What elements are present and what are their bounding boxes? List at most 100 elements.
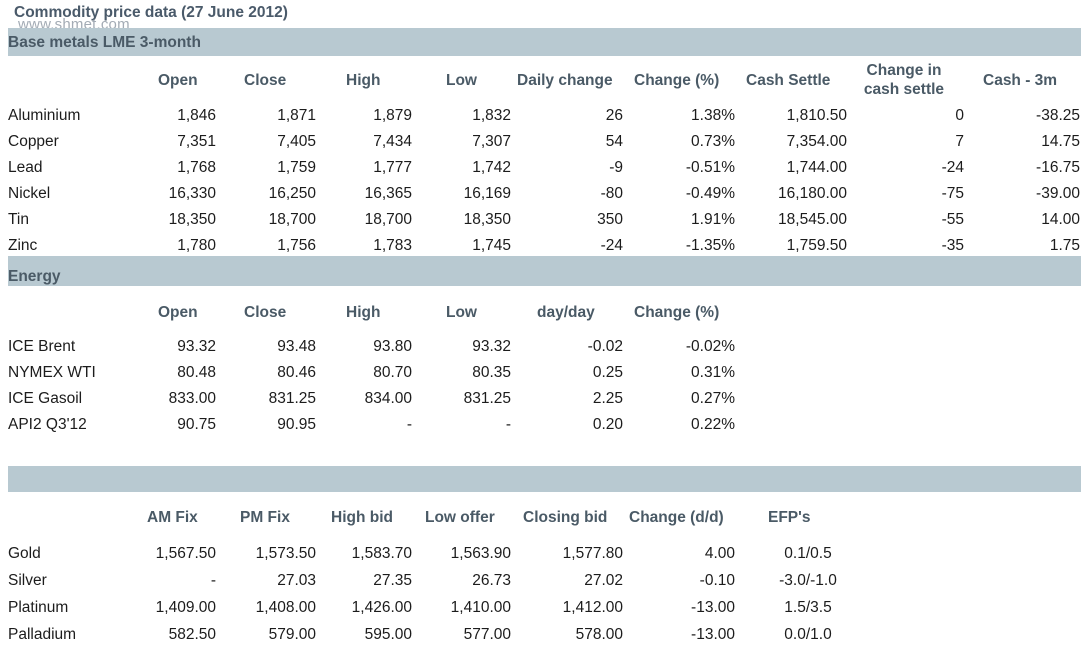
base_metals-cell: 7,307 bbox=[472, 133, 511, 150]
energy-cell: 93.32 bbox=[177, 338, 216, 355]
base_metals-cell: -24 bbox=[941, 159, 964, 176]
base_metals-cell: 14.00 bbox=[1041, 211, 1080, 228]
precious-cell: - bbox=[210, 572, 216, 589]
base_metals-cell: 1,871 bbox=[277, 107, 316, 124]
base_metals-row-label: Nickel bbox=[8, 185, 51, 202]
base_metals-cell: 1,832 bbox=[472, 107, 511, 124]
base_metals-cell: -24 bbox=[600, 237, 623, 254]
en-header-close: Close bbox=[244, 304, 287, 321]
base_metals-cell: 16,250 bbox=[268, 185, 316, 202]
energy-band: Energy bbox=[8, 256, 1081, 286]
base_metals-cell: -1.35% bbox=[685, 237, 735, 254]
base_metals-cell: 18,700 bbox=[268, 211, 316, 228]
bm-header-change-cash-settle: Change in cash settle bbox=[863, 62, 945, 98]
bm-header-change-pct: Change (%) bbox=[634, 72, 720, 89]
base_metals-cell: -80 bbox=[600, 185, 623, 202]
base_metals-cell: 1,780 bbox=[177, 237, 216, 254]
energy-cell: 93.48 bbox=[277, 338, 316, 355]
precious-cell: 578.00 bbox=[575, 626, 623, 643]
base_metals-cell: 18,350 bbox=[463, 211, 511, 228]
precious-cell: 1,409.00 bbox=[155, 599, 216, 616]
base_metals-cell: 1,879 bbox=[373, 107, 412, 124]
base_metals-cell: 1,759.50 bbox=[786, 237, 847, 254]
base_metals-cell: 7 bbox=[955, 133, 964, 150]
pm-header-pm-fix: PM Fix bbox=[240, 509, 290, 526]
base_metals-cell: 7,405 bbox=[277, 133, 316, 150]
precious-row-label: Platinum bbox=[8, 599, 69, 616]
precious-cell: 1,563.90 bbox=[450, 545, 511, 562]
base_metals-cell: 1,756 bbox=[277, 237, 316, 254]
pm-header-am-fix: AM Fix bbox=[147, 509, 198, 526]
energy-cell: 80.35 bbox=[472, 364, 511, 381]
bm-header-cash-3m: Cash - 3m bbox=[983, 72, 1058, 89]
energy-cell: 80.70 bbox=[373, 364, 412, 381]
page-title: Commodity price data (27 June 2012) bbox=[14, 4, 288, 21]
base_metals-cell: 7,434 bbox=[373, 133, 412, 150]
pm-header-low-offer: Low offer bbox=[425, 509, 495, 526]
base_metals-cell: 1.75 bbox=[1049, 237, 1080, 254]
base_metals-cell: 1,759 bbox=[277, 159, 316, 176]
pm-header-efps: EFP's bbox=[768, 509, 811, 526]
energy-cell: 0.22% bbox=[691, 416, 735, 433]
base_metals-cell: 0.73% bbox=[691, 133, 735, 150]
base_metals-cell: 26 bbox=[605, 107, 623, 124]
energy-cell: 80.46 bbox=[277, 364, 316, 381]
precious-cell: 1,567.50 bbox=[155, 545, 216, 562]
precious-cell: -0.10 bbox=[699, 572, 735, 589]
energy-cell: 0.31% bbox=[691, 364, 735, 381]
base_metals-cell: 18,700 bbox=[364, 211, 412, 228]
base_metals-cell: 7,354.00 bbox=[786, 133, 847, 150]
pm-header-change-dd: Change (d/d) bbox=[629, 509, 724, 526]
precious-cell: 4.00 bbox=[704, 545, 735, 562]
en-header-day-day: day/day bbox=[537, 304, 595, 321]
base_metals-row-label: Zinc bbox=[8, 237, 38, 254]
precious-cell: 582.50 bbox=[168, 626, 216, 643]
base_metals-cell: -75 bbox=[941, 185, 964, 202]
base_metals-cell: 1,846 bbox=[177, 107, 216, 124]
base_metals-cell: 1,744.00 bbox=[786, 159, 847, 176]
base_metals-cell: 350 bbox=[597, 211, 623, 228]
energy-cell: -0.02% bbox=[685, 338, 735, 355]
base_metals-cell: 1,783 bbox=[373, 237, 412, 254]
base_metals-row-label: Tin bbox=[8, 211, 29, 228]
energy-row-label: NYMEX WTI bbox=[8, 364, 96, 381]
precious-cell: 1,410.00 bbox=[450, 599, 511, 616]
precious-row-label: Gold bbox=[8, 545, 41, 562]
base_metals-cell: 1,742 bbox=[472, 159, 511, 176]
base_metals-cell: 16,330 bbox=[168, 185, 216, 202]
precious-row-label: Silver bbox=[8, 572, 47, 589]
energy-heading: Energy bbox=[8, 268, 61, 285]
base_metals-cell: -9 bbox=[609, 159, 623, 176]
energy-row-label: API2 Q3'12 bbox=[8, 416, 87, 433]
base_metals-cell: -39.00 bbox=[1036, 185, 1080, 202]
base-metals-band: Base metals LME 3-month bbox=[8, 28, 1081, 56]
en-header-low: Low bbox=[446, 304, 477, 321]
precious-cell: 0.1/0.5 bbox=[784, 545, 832, 562]
precious-cell: 1,412.00 bbox=[562, 599, 623, 616]
precious-cell: 26.73 bbox=[472, 572, 511, 589]
precious-cell: 1,426.00 bbox=[351, 599, 412, 616]
base_metals-cell: 54 bbox=[605, 133, 623, 150]
energy-cell: 833.00 bbox=[168, 390, 216, 407]
bm-header-low: Low bbox=[446, 72, 477, 89]
bm-header-cash-settle: Cash Settle bbox=[746, 72, 831, 89]
base_metals-cell: -16.75 bbox=[1036, 159, 1080, 176]
precious-cell: 0.0/1.0 bbox=[784, 626, 832, 643]
base-metals-heading: Base metals LME 3-month bbox=[8, 34, 201, 51]
energy-cell: 93.32 bbox=[472, 338, 511, 355]
bm-header-high: High bbox=[346, 72, 381, 89]
precious-band bbox=[8, 466, 1081, 492]
base_metals-cell: 7,351 bbox=[177, 133, 216, 150]
energy-cell: 0.20 bbox=[592, 416, 623, 433]
precious-cell: 27.02 bbox=[584, 572, 623, 589]
precious-cell: -13.00 bbox=[691, 599, 735, 616]
precious-cell: 579.00 bbox=[268, 626, 316, 643]
precious-cell: 577.00 bbox=[463, 626, 511, 643]
base_metals-cell: 16,365 bbox=[364, 185, 412, 202]
base_metals-cell: -35 bbox=[941, 237, 964, 254]
energy-cell: 80.48 bbox=[177, 364, 216, 381]
base_metals-cell: 1.91% bbox=[691, 211, 735, 228]
base_metals-cell: 1.38% bbox=[691, 107, 735, 124]
base_metals-cell: 0 bbox=[955, 107, 964, 124]
precious-cell: -3.0/-1.0 bbox=[779, 572, 837, 589]
